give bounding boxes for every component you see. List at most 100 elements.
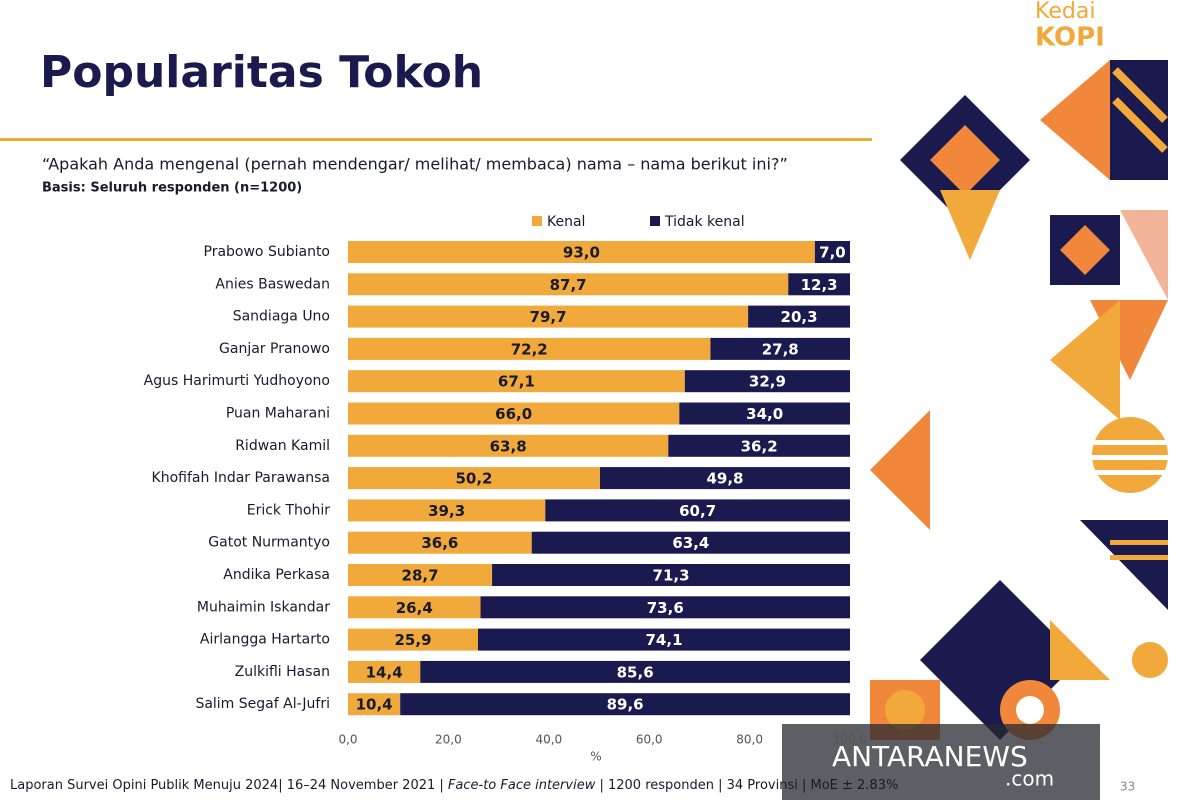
footer-text: | 1200 responden | 34 Provinsi | MoE ± 2…: [595, 778, 899, 793]
y-tick-label: Muhaimin Iskandar: [197, 599, 330, 615]
data-label: 28,7: [402, 567, 439, 585]
watermark-suffix: .com: [1005, 767, 1054, 791]
y-tick-label: Airlangga Hartarto: [200, 632, 330, 648]
bar-segment: [348, 273, 789, 296]
y-tick-label: Agus Harimurti Yudhoyono: [144, 373, 330, 389]
y-tick-label: Prabowo Subianto: [204, 244, 331, 260]
x-tick-label: 60,0: [636, 733, 663, 747]
bar-segment: [420, 660, 850, 683]
data-label: 12,3: [801, 276, 838, 294]
bar-segment: [684, 370, 850, 393]
note: Basis: Seluruh responden (n=1200): [42, 181, 302, 196]
data-label: 7,0: [819, 244, 846, 262]
bar-segment: [348, 564, 493, 586]
data-label: 63,8: [490, 437, 527, 455]
bar-segment: [348, 337, 711, 360]
legend-swatch: [532, 216, 542, 226]
y-tick-label: Erick Thohir: [247, 502, 330, 518]
data-label: 26,4: [396, 599, 433, 617]
y-tick-label: Gatot Nurmantyo: [208, 535, 330, 551]
bar-segment: [710, 337, 850, 360]
bar-segment: [668, 434, 850, 457]
bar-segment: [492, 564, 850, 586]
bar-segment: [679, 402, 850, 425]
data-label: 20,3: [781, 308, 818, 326]
bar-segment: [348, 402, 680, 425]
bar-segment: [348, 499, 546, 522]
bar-segment: [480, 596, 850, 619]
x-tick-label: 80,0: [736, 733, 763, 747]
bar-segment: [348, 531, 532, 554]
data-label: 79,7: [530, 308, 567, 326]
bar-segment: [348, 693, 401, 716]
bar-segment: [348, 660, 421, 683]
data-label: 36,6: [421, 534, 458, 552]
data-label: 25,9: [395, 631, 432, 649]
data-label: 36,2: [741, 437, 778, 455]
bar-segment: [348, 628, 479, 651]
data-label: 60,7: [679, 502, 716, 520]
bar-segment: [348, 241, 815, 263]
legend-label: Tidak kenal: [664, 214, 745, 230]
decoration: [870, 60, 1170, 740]
legend-swatch: [650, 216, 660, 226]
bar-segment: [348, 370, 685, 393]
bar-segment: [348, 467, 601, 490]
logo-bottom: KOPI: [1035, 23, 1105, 53]
x-tick-label: 0,0: [338, 733, 357, 747]
chart-title: Popularitas Tokoh: [40, 47, 483, 98]
data-label: 14,4: [366, 663, 403, 681]
data-label: 66,0: [495, 405, 532, 423]
bar-segment: [478, 628, 850, 651]
subtitle: “Apakah Anda mengenal (pernah mendengar/…: [42, 155, 788, 174]
bar-segment: [348, 596, 481, 619]
data-label: 34,0: [746, 405, 783, 423]
bar-segment: [788, 273, 850, 296]
bar-segment: [600, 467, 850, 490]
y-tick-label: Puan Maharani: [226, 406, 330, 422]
bar-segment: [348, 434, 669, 457]
data-label: 39,3: [428, 502, 465, 520]
y-tick-label: Andika Perkasa: [223, 567, 330, 583]
data-label: 73,6: [647, 599, 684, 617]
x-tick-label: 100,0: [833, 733, 867, 747]
x-tick-label: 40,0: [535, 733, 562, 747]
data-label: 50,2: [455, 470, 492, 488]
bar-segment: [400, 693, 850, 716]
y-tick-label: Khofifah Indar Parawansa: [152, 470, 330, 486]
data-label: 74,1: [646, 631, 683, 649]
bar-segment: [748, 305, 850, 328]
footer-text: Laporan Survei Opini Publik Menuju 2024|…: [10, 778, 448, 793]
data-label: 72,2: [511, 340, 548, 358]
x-tick-label: 20,0: [435, 733, 462, 747]
y-tick-label: Sandiaga Uno: [233, 309, 330, 325]
footer: Laporan Survei Opini Publik Menuju 2024|…: [10, 778, 898, 793]
data-label: 63,4: [672, 534, 709, 552]
y-tick-label: Salim Segaf Al-Jufri: [195, 696, 330, 712]
watermark: ANTARANEWS: [832, 740, 1028, 773]
data-label: 67,1: [498, 373, 535, 391]
y-tick-label: Ganjar Pranowo: [219, 341, 330, 357]
data-label: 27,8: [762, 340, 799, 358]
logo-top: Kedai: [1035, 0, 1095, 24]
page-number: 33: [1120, 780, 1135, 794]
x-axis-label: %: [590, 750, 601, 764]
data-label: 89,6: [607, 696, 644, 714]
footer-text: Face-to Face interview: [447, 778, 596, 793]
data-label: 87,7: [550, 276, 587, 294]
legend-label: Kenal: [547, 214, 585, 230]
data-label: 10,4: [356, 696, 393, 714]
y-tick-label: Ridwan Kamil: [235, 438, 330, 454]
data-label: 32,9: [749, 373, 786, 391]
bar-segment: [814, 241, 850, 263]
data-label: 93,0: [563, 244, 600, 262]
y-tick-label: Zulkifli Hasan: [235, 664, 330, 680]
bar-segment: [545, 499, 850, 522]
watermark-box: [782, 724, 1100, 800]
y-tick-label: Anies Baswedan: [215, 276, 330, 292]
data-label: 49,8: [706, 470, 743, 488]
bar-segment: [531, 531, 850, 554]
bar-segment: [348, 305, 749, 328]
